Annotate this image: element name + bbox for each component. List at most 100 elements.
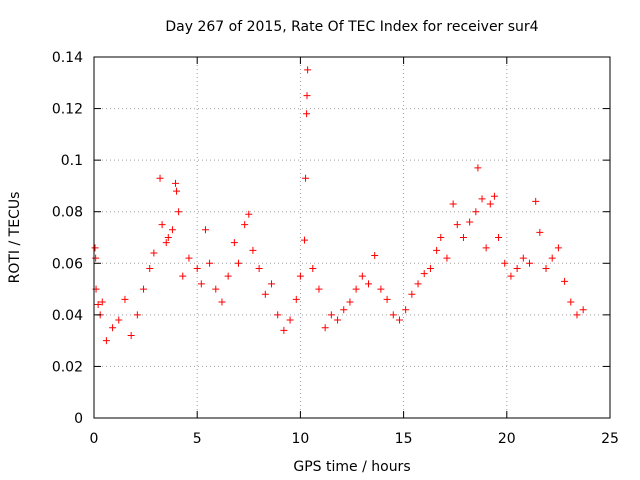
data-point [94, 301, 102, 309]
data-point [365, 280, 373, 288]
data-point [486, 200, 494, 208]
data-point [206, 259, 214, 267]
data-point [201, 226, 209, 234]
data-point [358, 272, 366, 280]
data-point [102, 337, 110, 345]
data-point [532, 197, 540, 205]
data-point [255, 264, 263, 272]
y-tick-label: 0.14 [52, 50, 83, 66]
data-point [542, 264, 550, 272]
data-point [526, 259, 534, 267]
data-point [98, 298, 106, 306]
y-axis-label: ROTI / TECUs [7, 192, 23, 284]
y-tick-label: 0.1 [61, 153, 83, 169]
data-point [453, 221, 461, 229]
data-point [230, 239, 238, 247]
data-point [268, 280, 276, 288]
data-point [501, 259, 509, 267]
data-point [158, 221, 166, 229]
data-point [466, 218, 474, 226]
data-point [218, 298, 226, 306]
data-point [146, 264, 154, 272]
data-point [408, 290, 416, 298]
data-point [371, 252, 379, 260]
data-point [472, 208, 480, 216]
data-point [133, 311, 141, 319]
data-point [274, 311, 282, 319]
data-point [420, 270, 428, 278]
data-point [249, 246, 257, 254]
data-point [573, 311, 581, 319]
data-point [193, 264, 201, 272]
data-point [296, 272, 304, 280]
data-point [437, 234, 445, 241]
data-point [173, 187, 181, 195]
data-point [286, 316, 294, 324]
data-point [334, 316, 342, 324]
data-point [91, 244, 99, 252]
data-point [301, 236, 309, 244]
data-point [478, 195, 486, 203]
grid-lines [94, 57, 610, 418]
data-point [490, 192, 498, 200]
data-point [309, 264, 317, 272]
x-tick-label: 0 [90, 431, 99, 447]
data-point [352, 285, 360, 293]
data-point [474, 164, 482, 172]
data-point [561, 277, 569, 285]
data-point [109, 324, 117, 332]
x-tick-label: 25 [601, 431, 619, 447]
data-point [197, 280, 205, 288]
data-point [567, 298, 575, 306]
data-point [383, 295, 391, 303]
data-point [389, 311, 397, 319]
x-tick-label: 10 [291, 431, 309, 447]
data-point [164, 234, 172, 241]
data-point [156, 174, 164, 182]
data-point [414, 280, 422, 288]
data-point [224, 272, 232, 280]
data-point [303, 110, 311, 118]
data-point [507, 272, 515, 280]
data-point [377, 285, 385, 293]
data-point [302, 174, 310, 182]
data-point [140, 285, 148, 293]
y-tick-label: 0 [74, 411, 83, 427]
data-point [168, 226, 176, 234]
chart-title: Day 267 of 2015, Rate Of TEC Index for r… [165, 19, 538, 35]
data-point [162, 239, 170, 247]
data-point [449, 200, 457, 208]
data-point [321, 324, 329, 332]
data-point [433, 246, 441, 254]
data-point [482, 244, 490, 252]
y-tick-label: 0.02 [52, 359, 83, 375]
data-point [280, 326, 288, 334]
data-point [234, 259, 242, 267]
data-point [395, 316, 403, 324]
data-point [121, 295, 129, 303]
x-tick-label: 15 [395, 431, 413, 447]
data-point [245, 210, 253, 218]
data-point [402, 306, 410, 314]
data-point [519, 254, 527, 262]
data-point [426, 264, 434, 272]
x-axis-label: GPS time / hours [293, 459, 410, 475]
data-point [548, 254, 556, 262]
data-point [303, 92, 311, 100]
data-point [459, 234, 467, 241]
axis-ticks: 0 5 10 15 20 25 0 0.02 0.04 0.06 0.08 0.1 0.12 0.14 [52, 50, 619, 447]
y-tick-label: 0.06 [52, 256, 83, 272]
x-tick-label: 20 [498, 431, 516, 447]
data-point [292, 295, 300, 303]
data-point [127, 331, 135, 339]
data-point [172, 179, 180, 187]
data-point [179, 272, 187, 280]
data-point [241, 221, 249, 229]
plot-frame [93, 56, 611, 419]
data-point [315, 285, 323, 293]
data-points [91, 66, 587, 345]
data-point [185, 254, 193, 262]
data-point [340, 306, 348, 314]
data-point [579, 306, 587, 314]
y-tick-label: 0.04 [52, 308, 83, 324]
